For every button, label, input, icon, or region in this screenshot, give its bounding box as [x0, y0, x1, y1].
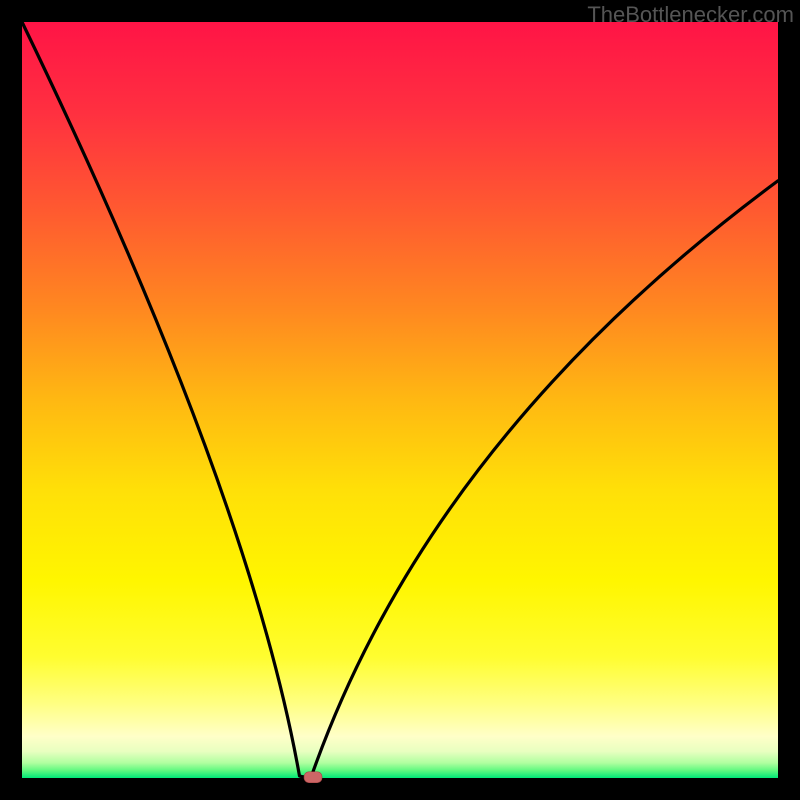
optimal-point-marker: [304, 772, 322, 783]
chart-container: TheBottlenecker.com: [0, 0, 800, 800]
chart-background: [22, 22, 778, 778]
bottleneck-chart: [0, 0, 800, 800]
